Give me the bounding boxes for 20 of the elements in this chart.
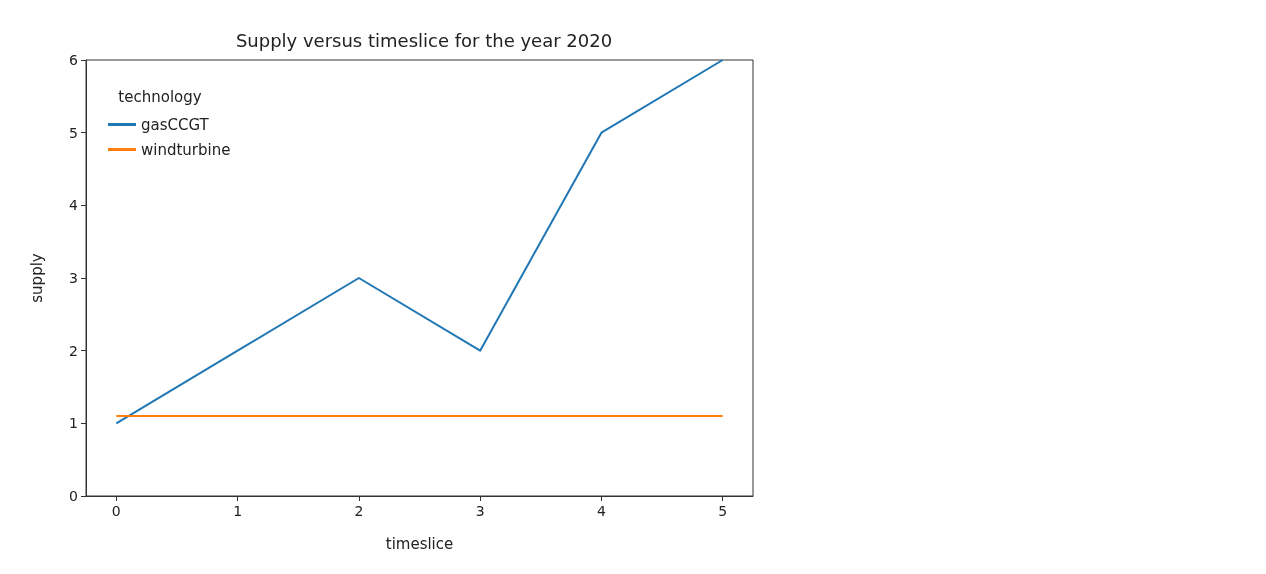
x-tick-label: 1: [233, 503, 243, 519]
legend-title: technology: [118, 87, 202, 106]
x-tick-label: 0: [111, 503, 121, 519]
line-series: [115, 59, 724, 425]
x-tick-label: 4: [596, 503, 606, 519]
legend-label: windturbine: [141, 140, 231, 159]
x-axis-title: timeslice: [385, 534, 454, 553]
y-tick-label: 3: [69, 270, 78, 286]
x-tick-label: 5: [718, 503, 728, 519]
x-tick-label: 3: [475, 503, 485, 519]
y-tick-label: 2: [69, 342, 78, 359]
x-tick-label: 2: [354, 503, 364, 519]
chart-title: Supply versus timeslice for the year 2020: [235, 29, 613, 51]
y-tick-label: 0: [69, 488, 78, 504]
y-tick-label: 6: [69, 52, 79, 68]
y-axis-title: supply: [27, 253, 46, 303]
y-tick-label: 5: [69, 124, 78, 141]
legend-label: gasCCGT: [141, 115, 210, 134]
y-tick-label: 1: [69, 415, 78, 432]
y-tick-label: 4: [69, 197, 79, 214]
